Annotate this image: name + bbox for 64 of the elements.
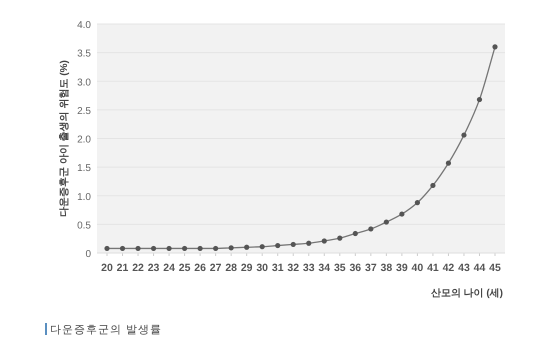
x-tick-label: 45: [489, 262, 501, 274]
point: [414, 200, 420, 206]
point: [290, 242, 296, 248]
x-tick-label: 38: [380, 262, 392, 274]
x-tick-label: 22: [132, 262, 144, 274]
x-tick-label: 32: [287, 262, 300, 274]
text: 다운증후군의 발생률: [50, 324, 162, 336]
y-tick-label: 1.0: [77, 192, 92, 203]
y-tick-label: 4.0: [77, 20, 92, 31]
point: [120, 246, 126, 252]
x-tick-label: 35: [334, 262, 346, 274]
point: [260, 244, 265, 250]
point: [244, 244, 250, 250]
x-tick-label: 29: [240, 262, 253, 274]
x-tick-label: 41: [427, 262, 439, 274]
x-tick-label: 39: [396, 262, 408, 274]
y-tick-label: 0: [85, 249, 92, 260]
point: [228, 245, 234, 250]
point: [135, 246, 141, 252]
point: [461, 132, 467, 138]
x-tick-label: 25: [178, 262, 191, 274]
y-tick-label: 1.5: [77, 163, 92, 174]
y-tick-label: 3.0: [77, 77, 92, 88]
x-tick-label: 27: [210, 262, 222, 274]
x-tick-label: 24: [163, 262, 176, 274]
x-tick-label: 28: [225, 262, 238, 274]
x-tick-label: 20: [101, 262, 113, 274]
y-tick-label: 3.5: [77, 48, 92, 60]
y-tick-label: 0.5: [77, 220, 92, 232]
point: [275, 242, 280, 248]
x-tick-label: 34: [318, 262, 330, 274]
point: [306, 240, 312, 246]
point: [446, 160, 452, 166]
point: [322, 238, 327, 244]
x-tick-label: 21: [116, 262, 129, 274]
x-axis-title: 산모의 나이 (세): [430, 288, 503, 299]
point: [352, 230, 358, 236]
point: [492, 44, 498, 50]
point: [368, 226, 374, 232]
x-tick-label: 30: [256, 262, 268, 274]
x-tick-label: 42: [442, 262, 454, 274]
point: [384, 219, 389, 225]
point: [198, 246, 203, 252]
point: [399, 211, 404, 217]
x-tick-label: 40: [412, 262, 424, 274]
point: [166, 246, 172, 252]
y-tick-label: 2.0: [77, 134, 92, 146]
x-tick-label: 26: [194, 262, 206, 274]
x-tick-label: 23: [148, 262, 160, 274]
x-tick-label: 43: [458, 262, 470, 274]
point: [104, 246, 110, 252]
point: [476, 96, 482, 102]
point: [337, 236, 342, 241]
point: [182, 246, 188, 252]
point: [430, 182, 436, 188]
x-tick-label: 37: [364, 262, 377, 274]
point: [213, 246, 218, 252]
x-tick-label: 44: [474, 262, 486, 274]
y-tick-label: 2.5: [77, 106, 92, 117]
y-axis-title: 다운증후군 아이 출생의 위험도 (%): [59, 60, 70, 217]
point: [150, 246, 156, 252]
x-tick-label: 36: [349, 262, 362, 274]
x-tick-label: 33: [302, 262, 315, 274]
x-tick-label: 31: [272, 262, 284, 274]
